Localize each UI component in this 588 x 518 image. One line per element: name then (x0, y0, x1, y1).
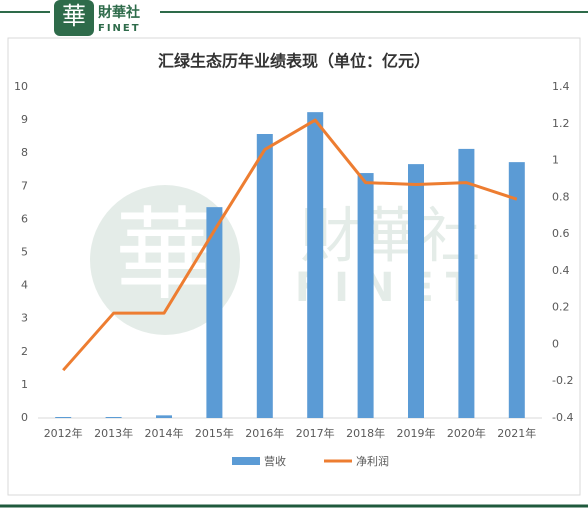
y2-tick-label: 1 (552, 154, 559, 167)
logo-latin: FINET (98, 23, 141, 34)
y-tick-label: 3 (21, 312, 28, 325)
legend-swatch (232, 457, 260, 465)
watermark-name: 財華社 (300, 202, 480, 272)
y-tick-label: 9 (21, 113, 28, 126)
logo-mark: 華 (62, 2, 86, 30)
bar (508, 162, 525, 418)
bar (55, 417, 72, 418)
bar (256, 134, 273, 418)
chart-title: 汇绿生态历年业绩表现（单位：亿元） (158, 52, 430, 71)
y-tick-label: 8 (21, 146, 28, 159)
y-tick-label: 1 (21, 378, 28, 391)
x-tick-label: 2013年 (94, 426, 133, 440)
line (62, 118, 518, 372)
bar (408, 164, 424, 418)
y2-tick-label: 1.2 (552, 117, 570, 130)
logo-name: 財華社 (97, 4, 140, 21)
y-tick-label: 2 (21, 345, 28, 358)
x-tick-label: 2019年 (397, 426, 436, 440)
bar (105, 417, 122, 418)
y2-tick-label: -0.2 (552, 374, 573, 387)
bar (357, 173, 374, 418)
y-tick-label: 6 (21, 212, 28, 225)
y-tick-label: 7 (21, 179, 28, 192)
y2-tick-label: 0 (552, 337, 559, 350)
y-tick-label: 10 (14, 80, 28, 93)
y2-tick-label: 0.4 (552, 264, 570, 277)
legend-label: 净利润 (356, 454, 389, 468)
chart-frame (7, 37, 581, 496)
y2-tick-label: 0.6 (552, 227, 570, 240)
logo-badge (54, 0, 94, 36)
x-tick-label: 2012年 (44, 426, 83, 440)
y-tick-label: 4 (21, 279, 28, 292)
x-tick-label: 2015年 (195, 426, 234, 440)
bar (458, 148, 475, 418)
y2-tick-label: 0.8 (552, 190, 570, 203)
bar (206, 207, 223, 418)
x-tick-label: 2016年 (245, 426, 284, 440)
bar (307, 112, 324, 418)
y-tick-label: 5 (21, 246, 28, 259)
x-tick-label: 2021年 (497, 426, 536, 440)
y2-tick-label: -0.4 (552, 411, 573, 424)
x-tick-label: 2020年 (447, 426, 486, 440)
bar (156, 415, 172, 418)
x-tick-label: 2018年 (346, 426, 385, 440)
legend-label: 营收 (264, 454, 286, 468)
watermark-badge (90, 185, 240, 335)
watermark-latin: FINET (295, 265, 485, 311)
y2-tick-label: 1.4 (552, 80, 570, 93)
x-tick-label: 2017年 (296, 426, 335, 440)
y-tick-label: 0 (21, 411, 28, 424)
x-tick-label: 2014年 (145, 426, 184, 440)
y2-tick-label: 0.2 (552, 301, 570, 314)
